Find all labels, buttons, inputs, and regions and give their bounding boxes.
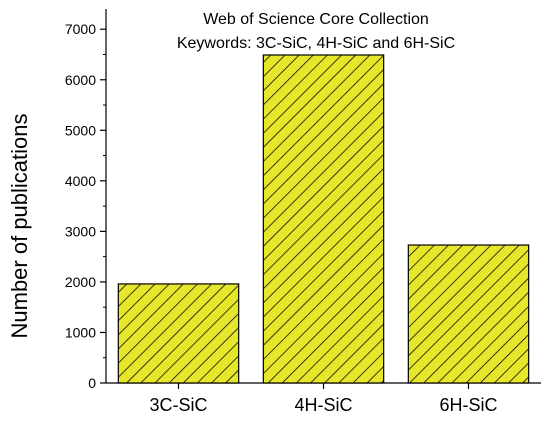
y-tick-label: 4000 xyxy=(65,173,96,189)
title-group: Web of Science Core Collection Keywords:… xyxy=(177,11,455,52)
x-tick-label: 4H-SiC xyxy=(294,395,352,415)
y-tick-label: 3000 xyxy=(65,223,96,239)
chart-title-line-2: Keywords: 3C-SiC, 4H-SiC and 6H-SiC xyxy=(177,35,455,52)
y-tick-label: 0 xyxy=(88,375,96,391)
y-tick-label: 5000 xyxy=(65,122,96,138)
y-tick-label: 7000 xyxy=(65,21,96,37)
bar-6h-sic xyxy=(407,244,530,384)
y-tick-label: 6000 xyxy=(65,72,96,88)
y-tick-label: 2000 xyxy=(65,274,96,290)
plot-area: 0 1000 2000 3000 4000 5000 6000 7000 3C-SiC 4H-Si… xyxy=(65,9,541,415)
bar-3c-sic xyxy=(117,283,240,384)
x-tick-label: 3C-SiC xyxy=(149,395,207,415)
y-tick-label: 1000 xyxy=(65,324,96,340)
bar-4h-sic xyxy=(262,54,385,384)
chart-title-line-1: Web of Science Core Collection xyxy=(203,11,429,28)
x-tick-label: 6H-SiC xyxy=(439,395,497,415)
y-axis-label: Number of publications xyxy=(7,113,32,338)
